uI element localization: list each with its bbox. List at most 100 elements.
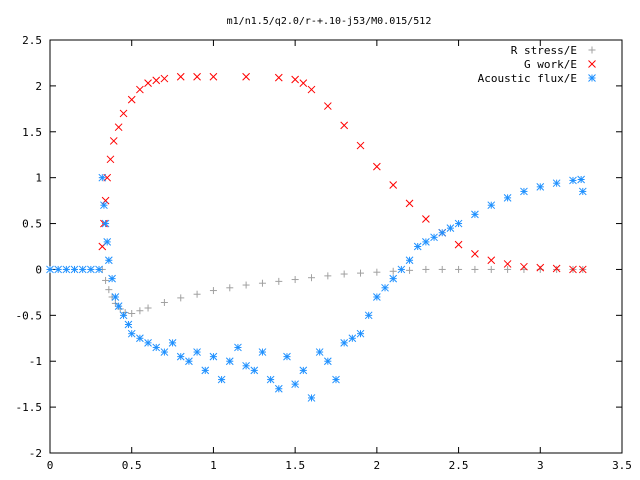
legend-marker	[588, 46, 596, 54]
data-point	[258, 348, 267, 356]
data-point	[422, 265, 430, 273]
data-point	[177, 294, 185, 302]
data-point	[100, 201, 108, 210]
series-0	[98, 265, 587, 317]
data-point	[152, 76, 161, 85]
data-point	[578, 265, 587, 274]
data-point	[242, 72, 250, 81]
data-point	[62, 265, 71, 274]
data-point	[193, 72, 201, 81]
data-point	[356, 141, 365, 150]
y-tick-label: -0.5	[16, 309, 43, 322]
data-point	[307, 85, 316, 94]
data-point	[503, 260, 512, 268]
data-point	[87, 265, 95, 274]
data-point	[160, 298, 168, 306]
data-point	[397, 265, 406, 274]
data-point	[405, 256, 414, 265]
y-tick-label: 0	[35, 263, 42, 276]
data-point	[405, 199, 414, 208]
data-point	[299, 79, 308, 87]
data-point	[127, 329, 136, 338]
data-point	[242, 361, 250, 370]
data-point	[258, 279, 266, 287]
data-point	[569, 265, 577, 274]
data-point	[101, 219, 110, 228]
data-point	[364, 311, 373, 320]
data-point	[98, 173, 107, 182]
x-tick-label: 3	[537, 459, 544, 472]
chart-title: m1/n1.5/q2.0/r-+.10-j53/M0.015/512	[227, 16, 432, 27]
data-point	[209, 352, 218, 361]
data-point	[487, 201, 496, 210]
data-point	[104, 256, 113, 265]
data-marks	[46, 72, 587, 402]
data-point	[102, 276, 110, 284]
data-point	[106, 155, 115, 164]
data-point	[274, 73, 283, 82]
data-point	[209, 287, 217, 295]
data-point	[54, 265, 63, 274]
data-point	[422, 238, 430, 246]
data-point	[578, 187, 587, 196]
data-point	[504, 265, 512, 273]
y-tick-label: -1	[29, 355, 42, 368]
data-point	[291, 276, 299, 284]
data-point	[136, 307, 144, 315]
data-point	[226, 284, 234, 292]
data-point	[487, 256, 496, 265]
axis-ticks: 0 0.5 1 1.5 2 2.5 3 3.5 2.5 2 1.5 1 0.5 0 -0.5 -1 -1.5 -2	[16, 34, 632, 472]
data-point	[119, 109, 128, 118]
data-point	[520, 187, 528, 196]
x-tick-label: 1.5	[285, 459, 305, 472]
legend-label: G work/E	[524, 58, 577, 71]
data-point	[471, 210, 479, 219]
data-point	[332, 375, 340, 384]
data-point	[128, 309, 136, 317]
data-point	[471, 265, 479, 273]
data-point	[136, 85, 144, 94]
data-point	[176, 72, 185, 81]
data-point	[101, 196, 110, 205]
data-point	[307, 274, 315, 282]
data-point	[553, 265, 561, 273]
axes	[49, 39, 623, 454]
data-point	[124, 320, 133, 329]
x-tick-label: 2	[374, 459, 381, 472]
legend-marker	[588, 60, 596, 68]
y-tick-label: 2	[35, 80, 42, 93]
data-point	[152, 343, 161, 352]
data-point	[340, 339, 349, 347]
data-point	[234, 343, 242, 352]
series-2	[46, 173, 587, 402]
data-point	[193, 348, 201, 356]
data-point	[144, 304, 152, 312]
data-point	[381, 283, 389, 292]
data-point	[438, 228, 447, 237]
data-point	[108, 274, 116, 283]
y-tick-label: 1.5	[22, 126, 42, 139]
data-point	[406, 266, 414, 274]
data-point	[144, 79, 152, 87]
data-point	[455, 265, 463, 273]
data-point	[413, 242, 422, 251]
data-point	[144, 339, 152, 347]
data-point	[136, 334, 144, 343]
series-1	[98, 72, 587, 274]
data-point	[160, 74, 169, 83]
data-point	[430, 233, 438, 242]
data-point	[46, 265, 54, 274]
data-point	[225, 357, 234, 366]
data-point	[209, 72, 218, 81]
x-tick-label: 2.5	[449, 459, 469, 472]
data-point	[552, 264, 561, 273]
data-point	[340, 121, 349, 130]
data-point	[217, 375, 226, 384]
data-point	[114, 123, 123, 132]
data-point	[176, 352, 185, 361]
data-point	[454, 219, 463, 228]
data-point	[446, 224, 455, 232]
data-point	[438, 265, 446, 273]
data-point	[291, 75, 299, 84]
data-point	[569, 176, 577, 185]
